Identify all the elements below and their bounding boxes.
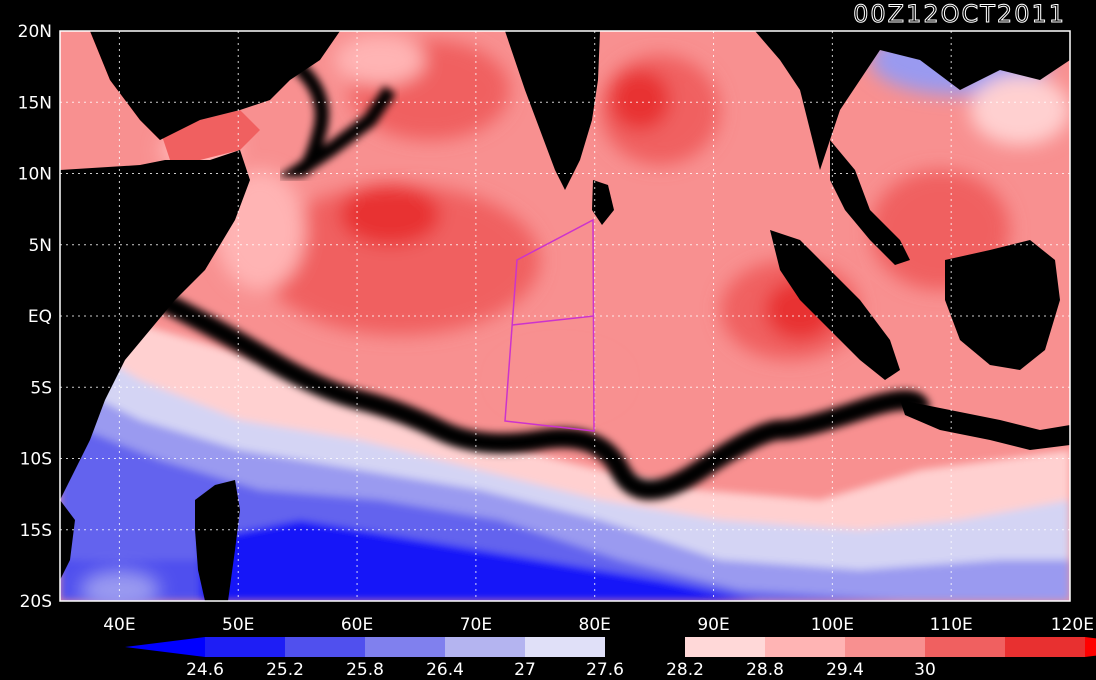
lat-label: 10S <box>20 450 52 470</box>
lon-label: 120E <box>1051 615 1094 635</box>
lon-label: 60E <box>341 615 373 635</box>
colorbar <box>125 637 1096 657</box>
colorbar-label: 27.6 <box>586 660 624 680</box>
colorbar-arrow-low <box>125 637 205 657</box>
lon-label: 80E <box>579 615 611 635</box>
lat-label: EQ <box>28 307 52 327</box>
colorbar-segment <box>685 637 765 657</box>
sst-field <box>60 31 1070 601</box>
colorbar-labels: 24.6 25.2 25.8 26.4 27 27.6 28.2 28.8 29.4 30 <box>186 660 936 680</box>
longitude-labels: 40E 50E 60E 70E 80E 90E 100E 110E 120E <box>103 615 1094 635</box>
lat-label: 20S <box>20 592 52 612</box>
colorbar-label: 24.6 <box>186 660 224 680</box>
colorbar-label: 26.4 <box>426 660 464 680</box>
gulf-of-aden <box>160 110 260 160</box>
colorbar-segment <box>365 637 445 657</box>
colorbar-label: 25.8 <box>346 660 384 680</box>
colorbar-segment <box>445 637 525 657</box>
lon-label: 100E <box>811 615 854 635</box>
lat-label: 5N <box>28 236 52 256</box>
arabian-sea-cool-band <box>276 54 396 178</box>
colorbar-label: 30 <box>914 660 936 680</box>
lon-label: 90E <box>697 615 729 635</box>
land-masses <box>60 31 1070 601</box>
lon-label: 50E <box>222 615 254 635</box>
lat-label: 20N <box>18 22 52 42</box>
cool-bands <box>60 300 1070 601</box>
colorbar-label: 28.2 <box>666 660 704 680</box>
lon-label: 70E <box>460 615 492 635</box>
colorbar-label: 27 <box>514 660 536 680</box>
map-title: 00Z12OCT2011 <box>853 0 1066 28</box>
colorbar-label: 29.4 <box>826 660 864 680</box>
colorbar-segment <box>285 637 365 657</box>
lat-label: 15N <box>18 93 52 113</box>
lat-label: 15S <box>20 521 52 541</box>
isotherm-27-band <box>155 291 930 500</box>
colorbar-segment <box>1005 637 1085 657</box>
colorbar-arrow-high <box>1085 637 1096 657</box>
colorbar-segment <box>845 637 925 657</box>
colorbar-label: 25.2 <box>266 660 304 680</box>
map-frame <box>59 30 1071 602</box>
lon-label: 110E <box>930 615 973 635</box>
colorbar-segment <box>765 637 845 657</box>
lat-label: 10N <box>18 165 52 185</box>
map-grid <box>60 31 1070 601</box>
colorbar-label: 28.8 <box>746 660 784 680</box>
lat-label: 5S <box>30 378 52 398</box>
lon-label: 40E <box>103 615 135 635</box>
latitude-labels: 20N 15N 10N 5N EQ 5S 10S 15S 20S <box>18 22 52 612</box>
colorbar-segment <box>925 637 1005 657</box>
colorbar-segment <box>205 637 285 657</box>
colorbar-segment <box>605 637 685 657</box>
colorbar-segment <box>525 637 605 657</box>
study-box <box>504 218 595 432</box>
